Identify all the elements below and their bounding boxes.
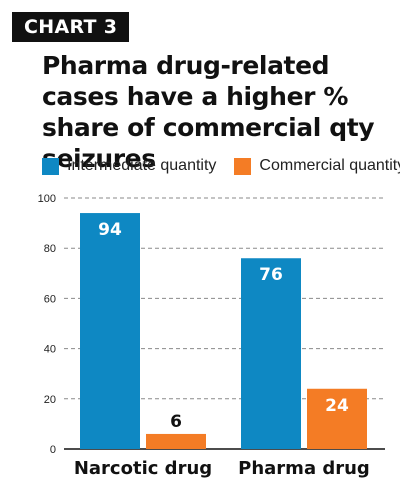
data-label: 24 — [325, 396, 349, 416]
x-category-label: Pharma drug — [238, 458, 370, 479]
bar-commercial-pharma-drug — [307, 388, 367, 449]
legend-label-commercial: Commercial quantity — [259, 157, 400, 174]
x-category-label: Narcotic drug — [74, 458, 212, 479]
legend: Intermediate quantity Commercial quantit… — [42, 154, 400, 178]
legend-item-commercial: Commercial quantity — [234, 157, 400, 175]
data-label: 94 — [98, 220, 122, 240]
bar-intermediate-pharma-drug — [241, 258, 301, 449]
bar-intermediate-narcotic-drug — [80, 213, 140, 449]
legend-label-intermediate: Intermediate quantity — [67, 157, 217, 174]
legend-swatch-intermediate — [42, 157, 59, 175]
chart-badge: CHART 3 — [12, 12, 130, 42]
y-tick-label: 0 — [50, 444, 56, 456]
data-label: 6 — [170, 412, 182, 432]
bar-commercial-narcotic-drug — [146, 433, 206, 449]
data-label: 76 — [259, 265, 283, 285]
y-tick-label: 40 — [44, 344, 56, 356]
chart-title: Pharma drug-related cases have a higher … — [42, 51, 375, 173]
y-tick-label: 20 — [44, 394, 56, 406]
y-tick-label: 60 — [44, 293, 56, 305]
y-tick-label: 80 — [44, 243, 56, 255]
legend-swatch-commercial — [234, 157, 252, 175]
y-tick-label: 100 — [38, 193, 56, 205]
legend-item-intermediate: Intermediate quantity — [42, 157, 216, 175]
